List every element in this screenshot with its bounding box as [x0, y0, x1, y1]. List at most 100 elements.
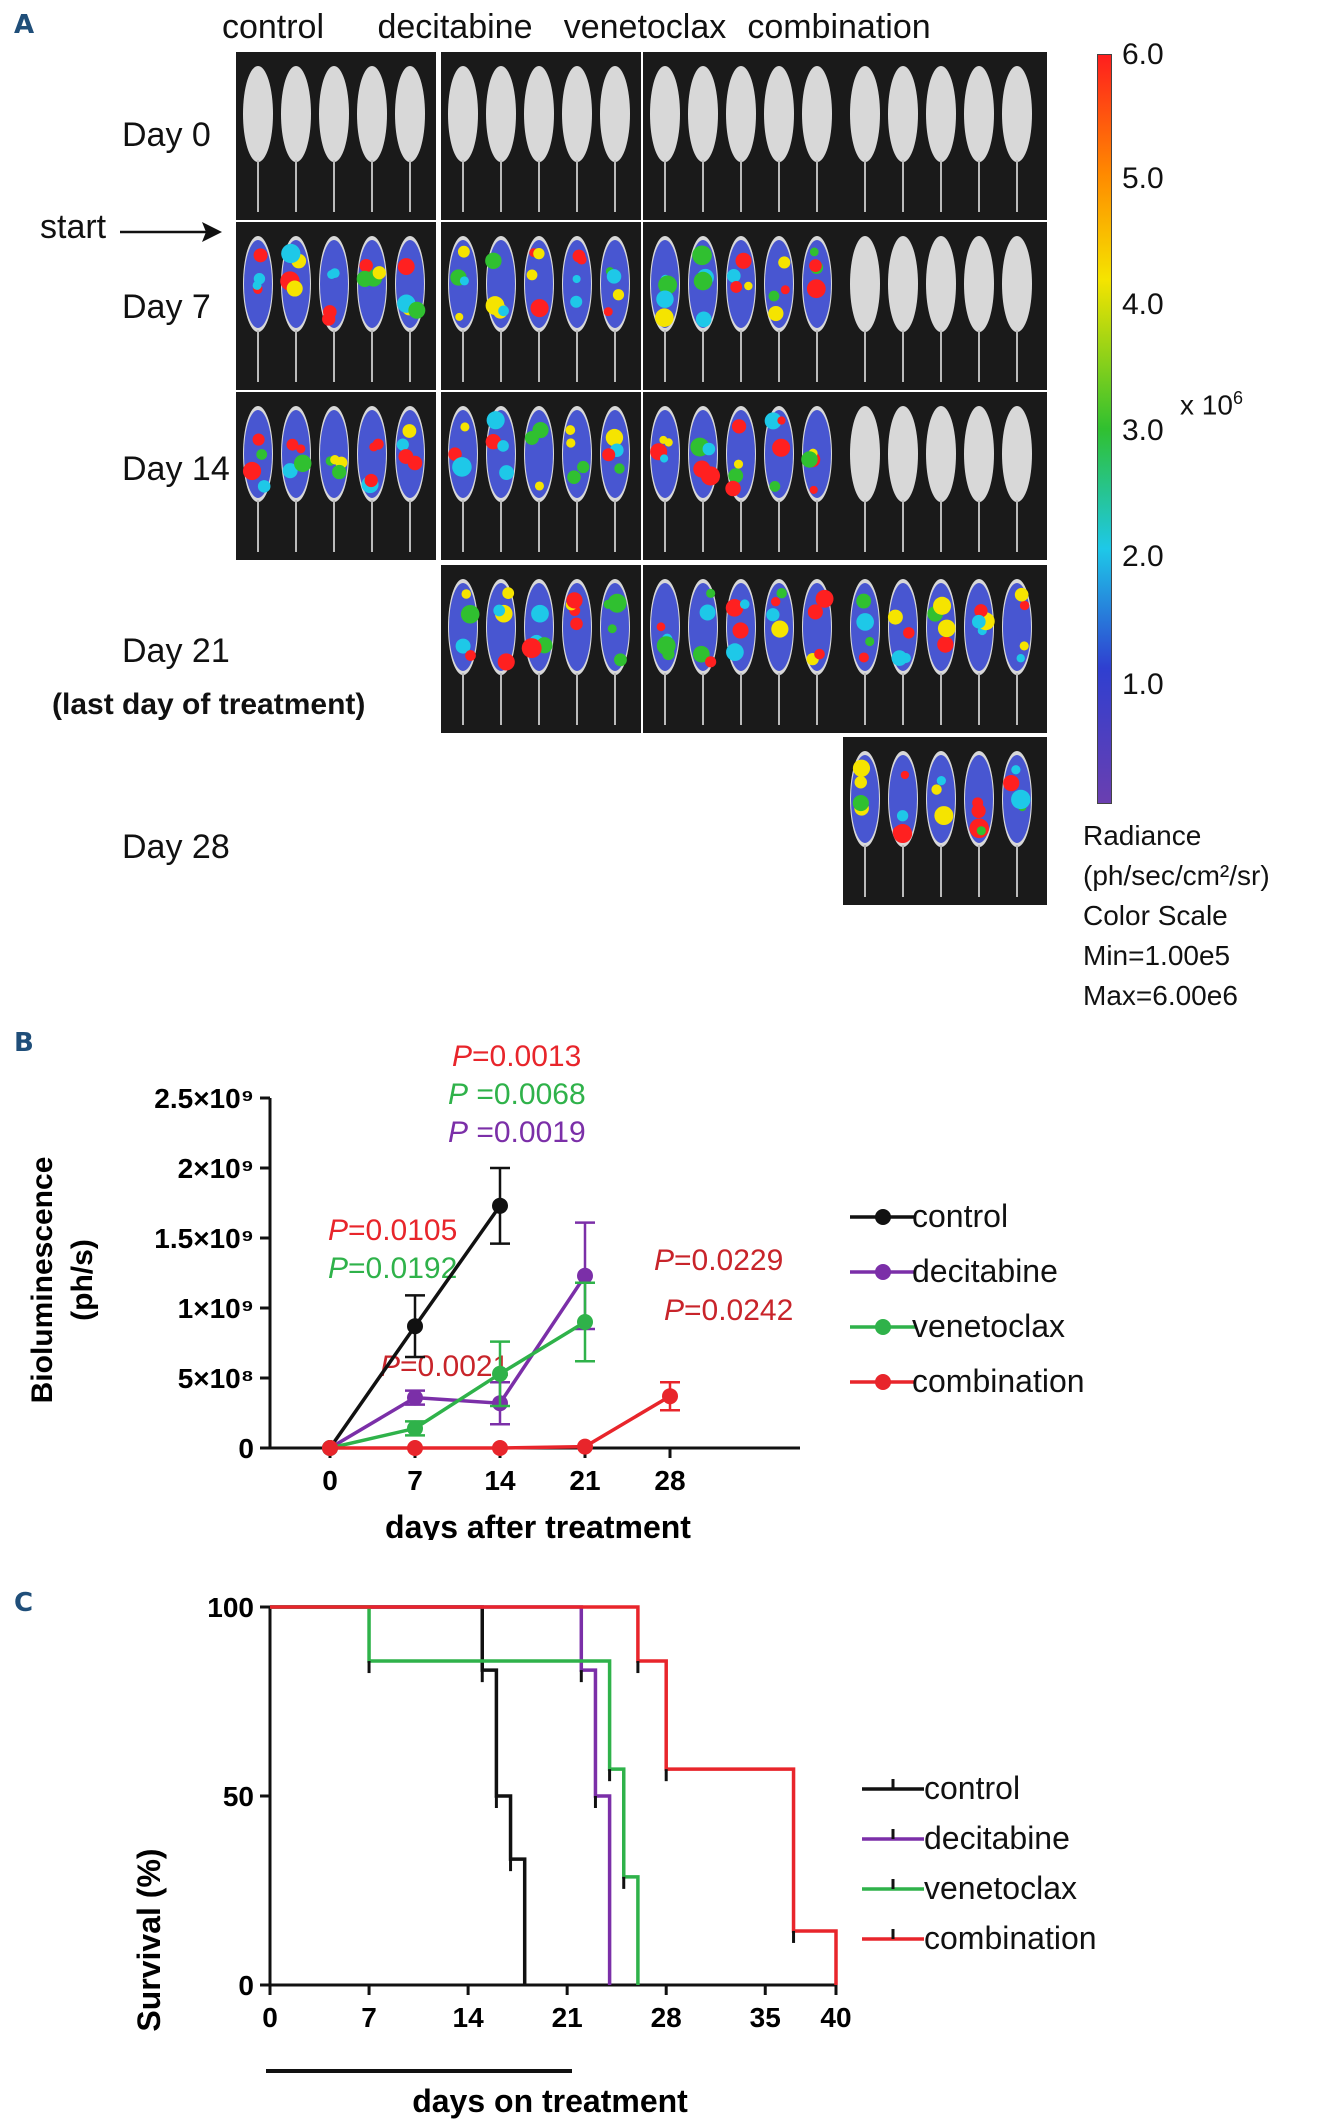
column-header-decitabine: decitabine: [377, 8, 533, 46]
y-tick-label: 0: [238, 1433, 254, 1464]
y-axis-title: Survival (%): [131, 1848, 167, 2031]
x-tick-label: 28: [651, 2002, 682, 2033]
mouse-image-panel: [643, 52, 843, 220]
data-point-combination: [577, 1438, 593, 1455]
mouse-image-panel: [441, 222, 641, 390]
legend-label-decitabine: decitabine: [924, 1820, 1070, 1856]
y-tick-label: 5×10⁸: [178, 1363, 254, 1394]
y-axis-title: Bioluminescence: [26, 1157, 59, 1404]
pvalue-annotation: P=0.0192: [328, 1252, 457, 1285]
panel-b-label: B: [14, 1028, 34, 1058]
colorbar-tick: 1.0: [1122, 668, 1164, 701]
x-tick-label: 0: [322, 1465, 338, 1496]
colorbar-tick: 3.0: [1122, 414, 1164, 447]
data-point-decitabine: [407, 1389, 423, 1406]
legend-label-venetoclax: venetoclax: [912, 1308, 1065, 1344]
y-tick-label: 2×10⁹: [178, 1153, 254, 1184]
legend-swatch-control: [850, 1209, 916, 1225]
x-tick-label: 0: [262, 2002, 278, 2033]
y-tick-label: 100: [207, 1592, 254, 1623]
colorbar-caption: Radiance (ph/sec/cm²/sr) Color Scale Min…: [1083, 820, 1270, 1011]
column-header-control: control: [221, 8, 325, 46]
pvalue-annotation: P=0.0013: [452, 1040, 581, 1073]
mouse-image-panel: [843, 737, 1047, 905]
colorbar-multiplier: x 106: [1180, 388, 1243, 421]
pvalue-annotation: P=0.0021: [380, 1350, 509, 1383]
legend-swatch-combination: [862, 1929, 924, 1941]
mouse-image-panel: [441, 392, 641, 560]
legend-swatch-venetoclax: [862, 1879, 924, 1891]
legend-swatch-combination: [850, 1374, 916, 1390]
x-tick-label: 14: [484, 1465, 516, 1496]
data-point-decitabine: [577, 1267, 593, 1284]
pvalue-annotation: P=0.0229: [654, 1244, 783, 1277]
mouse-image-panel: [843, 222, 1047, 390]
x-tick-label: 21: [552, 2002, 583, 2033]
mouse-image-panel: [441, 565, 641, 733]
x-tick-label: 35: [750, 2002, 781, 2033]
pvalue-annotation: P=0.0242: [664, 1294, 793, 1327]
y-tick-label: 0: [238, 1970, 254, 2001]
pvalue-annotation: P =0.0019: [448, 1116, 586, 1149]
survival-step-decitabine: [270, 1605, 612, 1985]
x-tick-label: 14: [453, 2002, 485, 2033]
y-axis-unit: (ph/s): [66, 1239, 99, 1321]
mouse-image-panel: [236, 392, 436, 560]
mouse-image-panel: [843, 52, 1047, 220]
y-tick-label: 2.5×10⁹: [154, 1083, 254, 1114]
x-tick-label: 7: [407, 1465, 423, 1496]
start-arrow: [120, 222, 222, 242]
row-note-day21: (last day of treatment): [52, 688, 366, 721]
legend-label-decitabine: decitabine: [912, 1253, 1058, 1289]
series-line-venetoclax: [329, 1320, 586, 1450]
x-tick-label: 40: [820, 2002, 851, 2033]
data-point-combination: [492, 1440, 508, 1456]
colorbar-tick: 4.0: [1122, 288, 1164, 321]
data-point-control: [407, 1318, 423, 1335]
mouse-image-panel: [643, 565, 843, 733]
x-axis-title: days after treatment: [385, 1509, 691, 1540]
data-point-control: [492, 1197, 508, 1214]
x-tick-label: 7: [361, 2002, 377, 2033]
y-tick-label: 50: [223, 1781, 254, 1812]
row-label-day28: Day 28: [122, 828, 230, 866]
x-tick-label: 21: [569, 1465, 600, 1496]
pvalue-annotation: P=0.0105: [328, 1214, 457, 1247]
mouse-image-panel: [236, 222, 436, 390]
survival-step-venetoclax: [270, 1605, 640, 1985]
legend-swatch-control: [862, 1779, 924, 1791]
survival-curve-chart: Survival (%) days on treatment 0 50 100 0 7 1…: [131, 1592, 852, 2119]
x-axis-title: days on treatment: [412, 2083, 688, 2119]
legend-label-control: control: [912, 1198, 1009, 1234]
row-label-day14: Day 14: [122, 450, 230, 488]
row-label-day7: Day 7: [122, 288, 211, 326]
radiance-color-bar: [1097, 54, 1112, 804]
data-point-venetoclax: [492, 1365, 508, 1382]
mouse-image-panel: [843, 565, 1047, 733]
column-header-venetoclax: venetoclax: [563, 8, 727, 46]
legend-label-control: control: [924, 1770, 1021, 1806]
legend-label-combination: combination: [912, 1363, 1085, 1399]
survival-step-control: [270, 1605, 527, 1985]
mouse-image-panel: [441, 52, 641, 220]
column-header-combination: combination: [747, 8, 931, 46]
mouse-image-panel: [843, 392, 1047, 560]
data-point-combination: [407, 1440, 423, 1456]
panel-c-label: C: [14, 1588, 34, 1618]
panel-a-label: A: [14, 10, 35, 40]
mouse-image-panel: [236, 52, 436, 220]
mouse-image-panel: [643, 222, 843, 390]
legend-label-combination: combination: [924, 1920, 1097, 1956]
legend-label-venetoclax: venetoclax: [924, 1870, 1077, 1906]
start-label: start: [40, 208, 107, 246]
legend-swatch-venetoclax: [850, 1319, 916, 1335]
colorbar-tick: 2.0: [1122, 540, 1164, 573]
row-label-day0: Day 0: [122, 116, 211, 154]
legend-swatch-decitabine: [862, 1829, 924, 1841]
x-tick-label: 28: [654, 1465, 685, 1496]
survival-step-combination: [270, 1605, 838, 1985]
y-tick-label: 1×10⁹: [178, 1293, 254, 1324]
legend-swatch-decitabine: [850, 1264, 916, 1280]
data-point-combination: [662, 1388, 678, 1405]
colorbar-tick: 5.0: [1122, 162, 1164, 195]
